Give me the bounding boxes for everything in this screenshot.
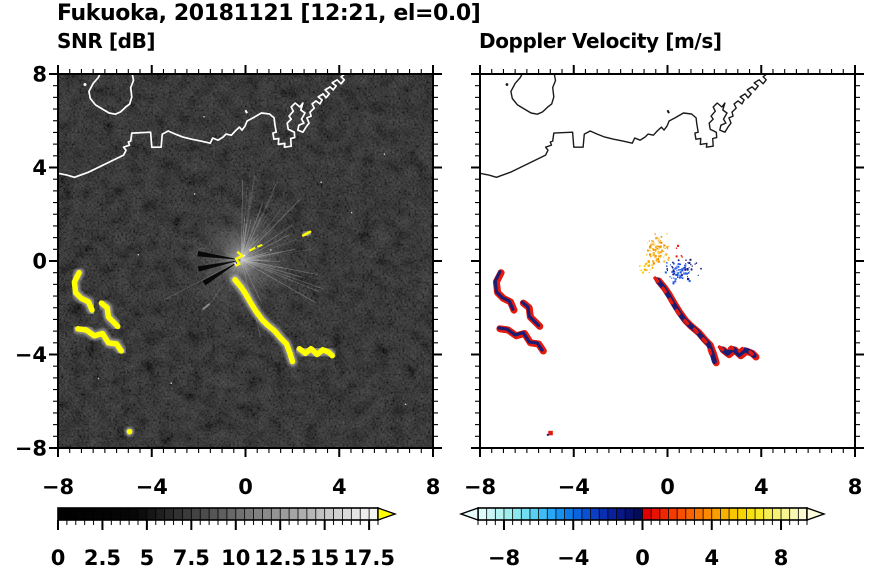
colorbar-tick-label: −8 <box>488 546 520 570</box>
vel-echo-navy <box>520 300 541 328</box>
vel-echo-navy <box>497 326 544 352</box>
vel-axes: −8 −4 0 4 8 <box>464 65 864 499</box>
x-tick-label: −8 <box>42 475 74 499</box>
colorbar-tick-label: 2.5 <box>84 546 121 570</box>
colorbar-tick-label: 7.5 <box>173 546 210 570</box>
x-tick-label: 0 <box>660 475 675 499</box>
colorbar-over-arrow <box>806 507 827 521</box>
x-tick-label: −8 <box>464 475 496 499</box>
x-tick-label: 8 <box>426 475 441 499</box>
orange-cluster <box>645 232 670 267</box>
colorbar-tick-label: 0 <box>51 546 66 570</box>
coastline-vel <box>480 74 768 178</box>
island-snr <box>88 74 135 116</box>
red-sparse <box>675 244 683 258</box>
colorbar-tick-label: 10 <box>221 546 250 570</box>
colorbar-tick-label: 12.5 <box>254 546 306 570</box>
snr-echo <box>98 300 121 330</box>
island-vel <box>510 74 557 115</box>
y-tick-label: 0 <box>32 250 47 274</box>
colorbar-tick-label: −4 <box>557 546 589 570</box>
colorbar-tick-label: 0 <box>635 546 650 570</box>
navy-sparse <box>686 258 702 276</box>
colorbar-tick-label: 5 <box>140 546 155 570</box>
vel-red-dot <box>548 430 553 436</box>
vel-colorbar: −8 −4 0 4 8 <box>458 507 827 570</box>
blue-cluster <box>664 259 691 285</box>
gold-cluster <box>639 260 654 274</box>
snr-echo <box>75 326 125 354</box>
colorbar-tick-label: 4 <box>704 546 719 570</box>
snr-colorbar: 0 2.5 5 7.5 10 12.5 15 17.5 <box>51 507 398 570</box>
y-tick-label: 8 <box>32 63 47 87</box>
x-tick-label: 4 <box>754 475 769 499</box>
y-tick-label: 4 <box>32 156 47 180</box>
snr-echo <box>71 269 95 313</box>
x-tick-label: −4 <box>558 475 590 499</box>
coastline-snr <box>58 74 347 179</box>
vel-panel-title: Doppler Velocity [m/s] <box>479 29 722 53</box>
colorbar-under-arrow <box>458 507 479 521</box>
vel-plot-area <box>480 74 855 448</box>
radar-center-rays <box>163 174 325 337</box>
x-tick-label: 4 <box>332 475 347 499</box>
colorbar-tick-label: 17.5 <box>343 546 395 570</box>
figure-title: Fukuoka, 20181121 [12:21, el=0.0] <box>57 1 481 26</box>
snr-echo <box>232 276 296 365</box>
vel-echo-navy <box>493 270 515 311</box>
colorbar-over-arrow <box>377 507 398 521</box>
snr-echo <box>296 345 335 359</box>
colorbar-tick-label: 8 <box>774 546 789 570</box>
snr-axes: −8 −4 0 4 8 8 4 0 −4 −8 <box>15 63 442 499</box>
y-tick-label: −8 <box>15 437 47 461</box>
snr-panel-title: SNR [dB] <box>57 29 156 53</box>
x-tick-label: 8 <box>848 475 863 499</box>
x-tick-label: −4 <box>136 475 168 499</box>
x-tick-label: 0 <box>238 475 253 499</box>
snr-plot-area <box>58 74 433 448</box>
y-tick-label: −4 <box>15 343 47 367</box>
colorbar-tick-label: 15 <box>310 546 339 570</box>
